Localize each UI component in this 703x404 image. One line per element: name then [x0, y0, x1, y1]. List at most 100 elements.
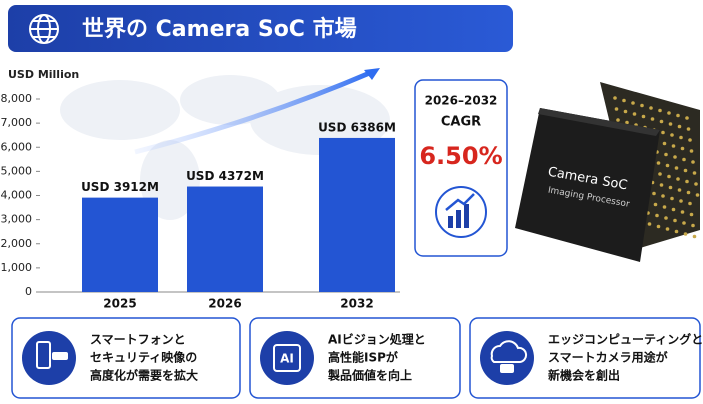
chip-pin	[665, 163, 670, 168]
chip-pin	[659, 119, 664, 124]
card-icon	[260, 331, 314, 385]
card-text: スマートフォンと	[90, 333, 186, 347]
card-icon-text: AI	[280, 352, 294, 366]
x-tick-label: 2026	[208, 297, 241, 311]
chip-pin	[613, 96, 617, 100]
chip-pin	[671, 207, 676, 212]
chip-pin	[673, 155, 677, 159]
chip-pin	[614, 107, 619, 111]
growth-arrow	[134, 69, 373, 155]
chip-pin	[683, 232, 688, 236]
chip-pin	[688, 138, 692, 142]
chip-pin	[652, 191, 656, 196]
y-tick-label: 0	[25, 285, 32, 298]
y-tick-label: 5,000	[1, 164, 33, 177]
chip-pin	[653, 202, 658, 207]
bar	[319, 137, 395, 292]
cagr-period: 2026–2032	[425, 94, 498, 108]
chip-pin	[650, 117, 655, 121]
chip-pin	[667, 111, 671, 115]
chip-pin	[680, 146, 685, 151]
chip-pin	[688, 201, 692, 206]
chip-pin	[649, 106, 653, 110]
chip-pin	[677, 188, 682, 192]
chip-pin	[671, 144, 676, 148]
bar	[82, 197, 158, 292]
chip-pin	[676, 177, 680, 181]
chip-pin	[685, 116, 689, 120]
y-axis-label: USD Million	[8, 68, 79, 81]
x-tick-label: 2025	[103, 297, 136, 311]
card-text: 高度化が需要を拡大	[90, 368, 198, 383]
chip-pin	[667, 174, 671, 179]
chip-pin	[682, 221, 686, 225]
card-text: 製品価値を向上	[327, 368, 412, 383]
chip-pin	[658, 172, 662, 176]
chip-pin	[692, 234, 697, 239]
chip-pin	[664, 216, 668, 220]
chip-pin	[625, 120, 629, 125]
chip-pin	[673, 218, 677, 223]
ai-chip-glyph	[273, 344, 301, 372]
chip-pin	[691, 160, 695, 164]
card	[469, 317, 701, 399]
y-tick-label: 8,000	[1, 92, 33, 105]
chip-pin	[640, 103, 644, 108]
chip-pin	[674, 166, 679, 170]
bar	[187, 186, 263, 292]
card	[11, 317, 241, 399]
chip-pin	[622, 98, 626, 103]
card-text: 高性能ISPが	[328, 350, 398, 365]
y-tick-label: 2,000	[1, 237, 33, 250]
card-text: 新機会を創出	[548, 368, 620, 383]
camera-glyph	[500, 364, 514, 373]
chip-pin	[641, 114, 646, 119]
value-label: USD 4372M	[186, 169, 264, 183]
card-text: スマートカメラ用途が	[548, 350, 668, 365]
cagr-value: 6.50%	[419, 142, 502, 170]
y-tick-label: 7,000	[1, 116, 33, 129]
chip-pin	[691, 223, 695, 228]
chip-pin	[668, 185, 673, 190]
chip-pin	[658, 108, 662, 113]
chip-pin	[695, 193, 700, 197]
chip-pin	[692, 171, 697, 175]
phone-glyph	[36, 341, 51, 369]
chip-pin	[668, 122, 673, 126]
chip-pin	[685, 179, 689, 184]
chip-pin	[661, 130, 665, 135]
chip-pin	[683, 168, 688, 173]
value-label: USD 3912M	[81, 180, 159, 194]
chip-pin	[682, 157, 686, 162]
x-tick-label: 2032	[340, 297, 373, 311]
chip-pin	[662, 205, 667, 209]
growth-icon	[435, 186, 487, 238]
chip-pin	[662, 141, 667, 146]
card-text: エッジコンピューティングと	[548, 332, 703, 347]
chip-image	[515, 82, 700, 262]
value-label: USD 6386M	[318, 120, 396, 134]
chip-pin	[686, 190, 691, 195]
y-tick-label: 1,000	[1, 261, 33, 274]
cagr-label: CAGR	[441, 115, 481, 130]
card-icon	[480, 331, 534, 385]
chip-pin	[656, 224, 661, 229]
arrow-head	[364, 68, 380, 80]
chip-pin	[676, 113, 680, 118]
chip-pin	[665, 227, 670, 231]
chip-pin	[655, 213, 659, 218]
y-tick-label: 3,000	[1, 213, 33, 226]
chip-pin	[679, 199, 683, 203]
cloud-glyph	[490, 340, 528, 363]
chip-pin	[686, 127, 691, 131]
chip-pin	[632, 112, 637, 116]
chip-pin	[616, 118, 620, 122]
chip-pin	[659, 183, 664, 187]
title: 世界の Camera SoC 市場	[82, 16, 357, 42]
chip-pin	[689, 149, 694, 153]
chip-pin	[661, 194, 665, 198]
camera-glyph	[52, 352, 68, 360]
chip-pin	[670, 196, 674, 201]
